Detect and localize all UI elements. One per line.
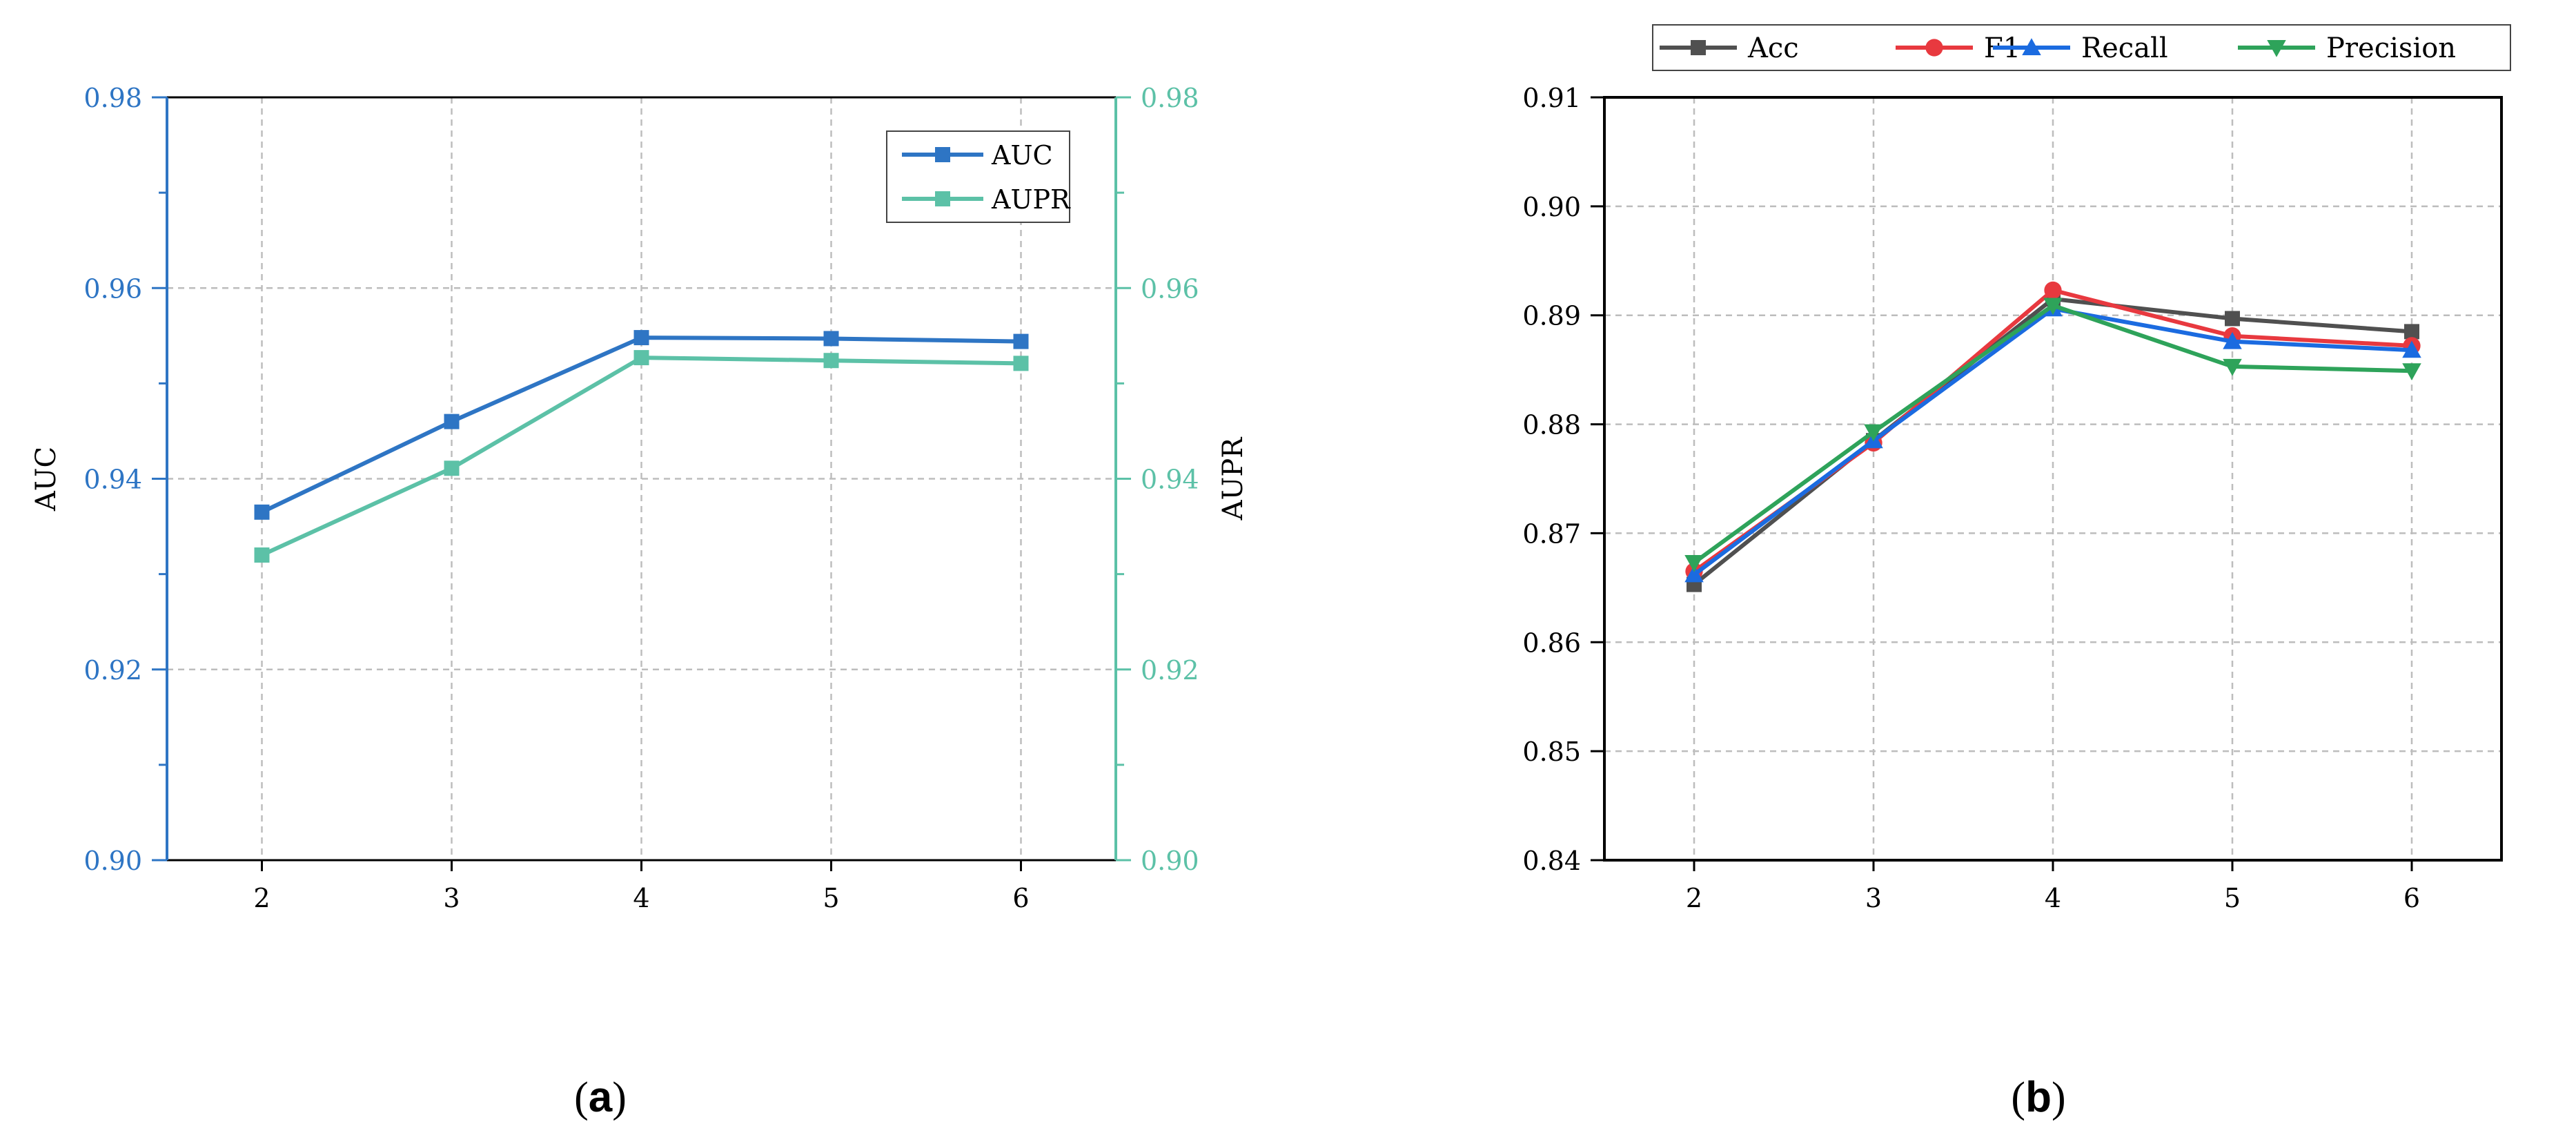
y-tick-label: 0.91 [1522,83,1581,113]
legend-marker [1691,40,1706,55]
panel-b-chart: 0.84 0.85 0.86 0.87 0.88 0.89 0.90 0.91 2 3 4 5 6 Acc… [1522,24,2511,913]
data-point-precision [1684,555,1704,572]
legend-marker [935,191,950,206]
x-tick-label: 6 [1012,883,1029,913]
left-tick-label: 0.90 [83,846,142,876]
legend-box [886,130,1070,223]
legend-marker [2267,40,2286,57]
left-tick-label: 0.96 [83,273,142,304]
data-point-precision [1864,424,1883,442]
legend-box [1652,24,2511,71]
y-tick-label: 0.90 [1522,192,1581,222]
x-tick-label: 6 [2403,883,2420,913]
x-tick-label: 4 [633,883,649,913]
data-point-recall [1684,565,1704,583]
data-point-auc [1013,333,1029,349]
legend-label: Acc [1747,32,1799,64]
y-tick-label: 0.88 [1522,410,1581,440]
x-tick-label: 5 [2224,883,2241,913]
data-point-aupr [444,460,460,476]
y-tick-label: 0.89 [1522,301,1581,331]
right-tick-label: 0.90 [1141,846,1199,876]
data-point-recall [2223,331,2242,349]
right-tick-label: 0.96 [1141,273,1199,304]
data-point-aupr [1013,356,1029,371]
x-tick-label: 5 [823,883,839,913]
right-tick-label: 0.98 [1141,83,1199,113]
x-tick-label: 2 [1686,883,1702,913]
data-point-precision [2043,298,2063,315]
y-axis-label-right: AUPR [1217,436,1249,521]
left-tick-label: 0.98 [83,83,142,113]
legend-label: Precision [2326,32,2456,64]
right-tick-label: 0.92 [1141,655,1199,686]
panel-a-chart: 0.90 0.92 0.94 0.96 0.98 0.90 0.92 0.94 0.96 0.98… [30,83,1249,913]
x-tick-label: 3 [443,883,460,913]
data-point-auc [823,331,839,347]
right-tick-label: 0.94 [1141,465,1199,495]
data-point-recall [2402,340,2421,358]
legend-marker [935,147,950,162]
y-tick-label: 0.86 [1522,628,1581,658]
data-point-auc [254,504,270,520]
y-axis-label-left: AUC [30,447,62,512]
x-tick-label: 4 [2045,883,2061,913]
caption-a: (a) [574,1073,627,1121]
x-tick-label: 3 [1865,883,1882,913]
legend-label: Recall [2081,32,2168,64]
left-tick-label: 0.92 [83,655,142,686]
legend-label: AUC [991,140,1053,171]
data-point-precision [2402,363,2421,380]
caption-b: (b) [2011,1073,2065,1121]
data-point-aupr [823,353,839,369]
data-point-acc [2404,324,2419,340]
data-point-auc [444,414,460,429]
y-tick-label: 0.85 [1522,737,1581,767]
x-tick-label: 2 [253,883,270,913]
legend-marker [2022,38,2041,55]
y-tick-label: 0.84 [1522,846,1581,876]
y-tick-label: 0.87 [1522,518,1581,549]
left-tick-label: 0.94 [83,465,142,495]
data-point-aupr [254,547,270,563]
legend-marker [1925,39,1943,57]
legend-label: AUPR [991,184,1071,215]
data-point-f1 [2044,281,2062,300]
data-point-precision [2223,358,2242,376]
data-point-auc [633,330,649,346]
data-point-aupr [633,350,649,366]
data-point-acc [2225,311,2240,327]
